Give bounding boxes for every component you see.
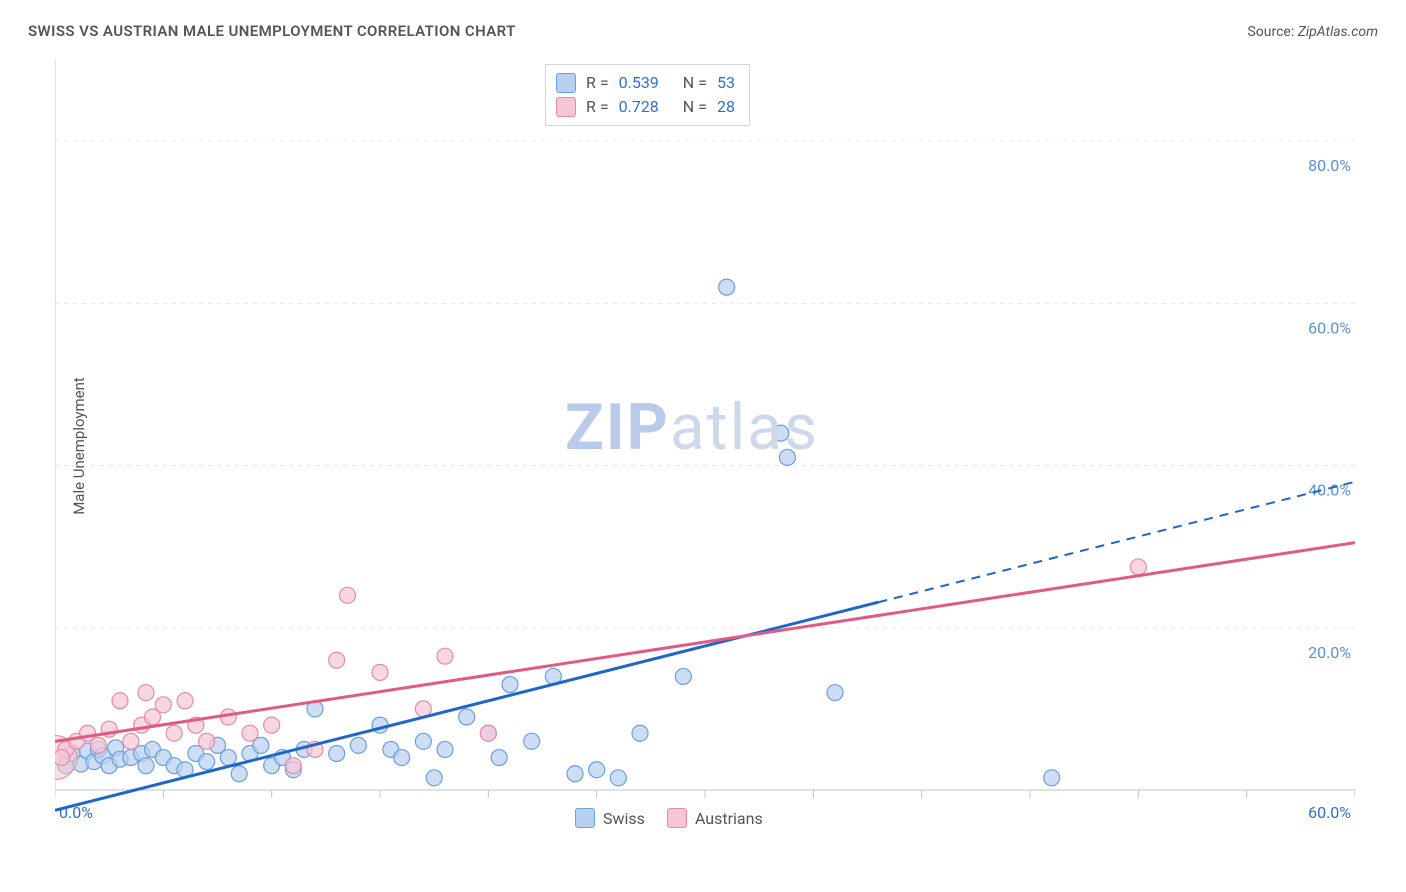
scatter-point <box>166 725 182 741</box>
scatter-point <box>524 733 540 749</box>
r-value: 0.539 <box>619 71 659 95</box>
y-tick-label: 60.0% <box>1308 318 1351 337</box>
scatter-point <box>220 750 236 766</box>
source-label: Source: <box>1247 24 1294 40</box>
chart-title: SWISS VS AUSTRIAN MALE UNEMPLOYMENT CORR… <box>28 22 516 40</box>
chart-source: Source: ZipAtlas.com <box>1247 24 1378 40</box>
scatter-point <box>1130 559 1146 575</box>
scatter-point <box>773 425 789 441</box>
scatter-point <box>567 766 583 782</box>
scatter-point <box>632 725 648 741</box>
scatter-point <box>340 587 356 603</box>
legend-item: Austrians <box>667 808 763 828</box>
stats-row: R = 0.728 N = 28 <box>556 95 735 119</box>
scatter-point <box>779 449 795 465</box>
scatter-point <box>459 709 475 725</box>
scatter-point <box>329 746 345 762</box>
r-label: R = <box>586 71 609 95</box>
scatter-point <box>502 677 518 693</box>
scatter-point <box>285 758 301 774</box>
r-value: 0.728 <box>619 95 659 119</box>
trend-line-dashed <box>878 482 1355 602</box>
scatter-point <box>1044 770 1060 786</box>
scatter-point <box>350 737 366 753</box>
scatter-point <box>55 750 70 766</box>
n-label: N = <box>683 71 707 95</box>
scatter-point <box>372 664 388 680</box>
y-tick-label: 20.0% <box>1308 643 1351 662</box>
scatter-point <box>90 737 106 753</box>
scatter-point <box>426 770 442 786</box>
legend-label: Swiss <box>603 809 645 828</box>
r-label: R = <box>586 95 609 119</box>
chart-plot: 20.0%40.0%60.0%80.0%0.0%60.0% ZIPatlas R… <box>55 60 1355 830</box>
scatter-point <box>329 652 345 668</box>
x-max-label: 60.0% <box>1308 803 1351 822</box>
scatter-point <box>199 733 215 749</box>
scatter-point <box>394 750 410 766</box>
stats-legend-box: R = 0.539 N = 53 R = 0.728 N = 28 <box>545 64 750 126</box>
scatter-point <box>138 758 154 774</box>
legend-item: Swiss <box>575 808 645 828</box>
trend-line <box>55 543 1355 742</box>
scatter-point <box>589 762 605 778</box>
series-swatch <box>556 73 576 93</box>
series-swatch <box>667 808 687 828</box>
n-value: 53 <box>717 71 735 95</box>
scatter-point <box>437 741 453 757</box>
scatter-point <box>491 750 507 766</box>
scatter-point <box>675 668 691 684</box>
series-swatch <box>575 808 595 828</box>
scatter-point <box>610 770 626 786</box>
scatter-point <box>437 648 453 664</box>
chart-svg: 20.0%40.0%60.0%80.0%0.0%60.0% <box>55 60 1355 830</box>
scatter-point <box>827 685 843 701</box>
n-value: 28 <box>717 95 735 119</box>
series-swatch <box>556 97 576 117</box>
n-label: N = <box>683 95 707 119</box>
scatter-point <box>177 693 193 709</box>
y-tick-label: 80.0% <box>1308 156 1351 175</box>
scatter-point <box>231 766 247 782</box>
scatter-point <box>155 697 171 713</box>
scatter-point <box>138 685 154 701</box>
series-legend: Swiss Austrians <box>575 808 763 828</box>
stats-row: R = 0.539 N = 53 <box>556 71 735 95</box>
scatter-point <box>415 733 431 749</box>
scatter-point <box>719 279 735 295</box>
scatter-point <box>123 733 139 749</box>
legend-label: Austrians <box>695 809 763 828</box>
source-site: ZipAtlas.com <box>1298 24 1378 40</box>
scatter-point <box>264 717 280 733</box>
scatter-point <box>112 693 128 709</box>
scatter-point <box>242 725 258 741</box>
scatter-point <box>199 754 215 770</box>
scatter-point <box>480 725 496 741</box>
